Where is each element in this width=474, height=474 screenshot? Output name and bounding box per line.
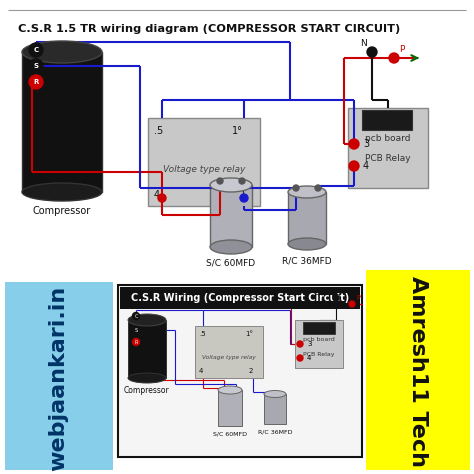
Text: S/C 60MFD: S/C 60MFD xyxy=(213,432,247,437)
Bar xyxy=(295,320,343,368)
Bar xyxy=(120,287,360,309)
Bar xyxy=(362,110,412,130)
Text: R: R xyxy=(134,339,137,345)
Text: 1°: 1° xyxy=(245,331,253,337)
Text: R: R xyxy=(33,79,39,85)
Bar xyxy=(288,192,326,244)
Bar xyxy=(118,285,362,457)
Bar xyxy=(303,322,335,334)
Circle shape xyxy=(349,139,359,149)
Text: Compressor: Compressor xyxy=(124,386,170,395)
Text: 4: 4 xyxy=(154,190,160,200)
Text: P: P xyxy=(399,45,405,54)
Circle shape xyxy=(333,295,339,301)
Circle shape xyxy=(293,185,299,191)
Ellipse shape xyxy=(218,386,242,394)
Circle shape xyxy=(389,53,399,63)
Bar xyxy=(128,320,166,378)
Text: 2: 2 xyxy=(238,190,244,200)
Text: C.S.R Wiring (Compressor Start Circuit): C.S.R Wiring (Compressor Start Circuit) xyxy=(131,293,349,303)
Text: 1°: 1° xyxy=(232,126,243,136)
Text: 2: 2 xyxy=(249,368,254,374)
Text: P: P xyxy=(356,295,360,301)
Text: PCB Relay: PCB Relay xyxy=(365,154,411,163)
Text: C.S.R 1.5 TR wiring diagram (COMPRESSOR START CIRCUIT): C.S.R 1.5 TR wiring diagram (COMPRESSOR … xyxy=(18,24,400,34)
Bar xyxy=(195,326,263,378)
Text: 3: 3 xyxy=(363,139,369,149)
Text: pcb board: pcb board xyxy=(365,134,411,143)
Text: Voltage type relay: Voltage type relay xyxy=(163,165,245,174)
Bar xyxy=(218,390,242,426)
Circle shape xyxy=(158,194,166,202)
Text: pcb board: pcb board xyxy=(303,337,335,342)
Bar xyxy=(366,270,470,470)
Circle shape xyxy=(349,161,359,171)
Text: 4: 4 xyxy=(199,368,203,374)
Circle shape xyxy=(367,47,377,57)
Circle shape xyxy=(29,75,43,89)
Circle shape xyxy=(239,178,245,184)
Bar xyxy=(148,118,260,206)
Circle shape xyxy=(297,341,303,347)
Text: Compressor: Compressor xyxy=(33,206,91,216)
Text: 4: 4 xyxy=(307,355,311,361)
Ellipse shape xyxy=(22,41,102,63)
Circle shape xyxy=(217,178,223,184)
Circle shape xyxy=(133,327,139,334)
Text: C: C xyxy=(134,313,137,319)
Text: .5: .5 xyxy=(199,331,206,337)
Text: C: C xyxy=(34,47,38,53)
Text: R/C 36MFD: R/C 36MFD xyxy=(282,256,332,265)
Circle shape xyxy=(133,312,139,319)
Ellipse shape xyxy=(210,178,252,192)
Text: N: N xyxy=(361,39,367,48)
Text: webjaankari.in: webjaankari.in xyxy=(48,285,68,471)
Ellipse shape xyxy=(128,314,166,326)
Circle shape xyxy=(240,194,248,202)
Bar xyxy=(5,282,113,470)
Ellipse shape xyxy=(288,238,326,250)
Text: 4: 4 xyxy=(363,161,369,171)
Circle shape xyxy=(29,43,43,57)
Text: 3: 3 xyxy=(307,341,311,347)
Circle shape xyxy=(297,355,303,361)
Ellipse shape xyxy=(264,391,286,398)
Text: S: S xyxy=(34,63,38,69)
Bar xyxy=(348,108,428,188)
Bar xyxy=(264,394,286,424)
Ellipse shape xyxy=(22,183,102,201)
Text: Voltage type relay: Voltage type relay xyxy=(202,355,256,359)
Ellipse shape xyxy=(210,240,252,254)
Ellipse shape xyxy=(128,373,166,383)
Text: .5: .5 xyxy=(154,126,163,136)
Bar xyxy=(210,185,252,247)
Text: R/C 36MFD: R/C 36MFD xyxy=(258,430,292,435)
Circle shape xyxy=(349,301,355,307)
Bar xyxy=(22,52,102,192)
Text: N: N xyxy=(328,289,333,295)
Circle shape xyxy=(29,59,43,73)
Text: S: S xyxy=(135,328,137,332)
Text: PCB Relay: PCB Relay xyxy=(303,352,335,357)
Circle shape xyxy=(133,338,139,346)
Ellipse shape xyxy=(288,186,326,198)
Circle shape xyxy=(315,185,321,191)
Text: Amresh11 Tech: Amresh11 Tech xyxy=(408,276,428,467)
Text: S/C 60MFD: S/C 60MFD xyxy=(207,259,255,268)
